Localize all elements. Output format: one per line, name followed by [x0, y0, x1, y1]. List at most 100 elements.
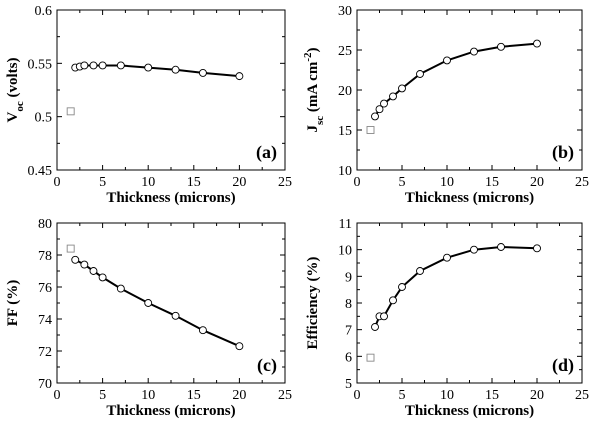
x-tick-label: 5: [399, 175, 406, 190]
series-line: [74, 258, 240, 348]
y-tick-label: 7: [345, 324, 352, 339]
y-tick-label: 74: [38, 313, 52, 328]
plot-frame: [56, 222, 286, 384]
chart-panel-c: 0 5 10 15 20 25 70 72 74 76 78 80 Thickness (microns…: [5, 217, 292, 419]
data-point: [389, 296, 397, 305]
data-point: [171, 311, 180, 320]
x-tick-label: 15: [485, 175, 499, 190]
x-axis-title: Thickness (microns): [106, 190, 235, 206]
data-point: [98, 61, 107, 70]
x-tick-label: 10: [440, 388, 454, 403]
data-point: [497, 243, 505, 251]
data-point: [144, 63, 153, 72]
x-tick-label: 10: [141, 388, 155, 403]
data-point: [144, 299, 153, 307]
data-point: [416, 267, 424, 275]
data-point: [533, 39, 541, 48]
y-axis-title: Efficiency (%): [305, 257, 321, 350]
data-point: [371, 323, 379, 331]
x-tick-label: 0: [354, 175, 361, 190]
panel-label: (d): [552, 355, 574, 376]
y-tick-label: 78: [38, 249, 52, 264]
x-tick-label: 20: [530, 388, 544, 403]
data-point: [71, 255, 80, 264]
data-point: [116, 61, 125, 70]
y-tick-label: 10: [338, 164, 352, 179]
data-point: [375, 105, 384, 114]
y-axis-title: Jsc (mA cm-2): [302, 48, 326, 133]
x-tick-label: 25: [278, 175, 292, 190]
x-tick-label: 25: [278, 388, 292, 403]
data-point: [389, 92, 397, 101]
y-tick-label: 11: [339, 217, 352, 232]
plot-frame: [356, 9, 583, 171]
x-tick-label: 15: [485, 388, 499, 403]
x-tick-label: 15: [187, 175, 201, 190]
y-axis-title: FF (%): [5, 280, 21, 327]
x-tick-label: 5: [99, 388, 106, 403]
x-tick-label: 10: [440, 175, 454, 190]
y-tick-label: 0.5: [35, 111, 53, 126]
panel-label: (a): [256, 142, 277, 163]
x-axis-title: Thickness (microns): [405, 403, 534, 419]
x-tick-label: 20: [232, 388, 246, 403]
series-line: [374, 42, 538, 117]
chart-panel-b: 0 5 10 15 20 25 10 15 20 25 30 Thickness (microns) J…: [302, 4, 589, 206]
x-axis-title: Thickness (microns): [405, 190, 534, 206]
data-point: [235, 342, 244, 351]
y-tick-label: 76: [38, 281, 52, 296]
data-point-square: [66, 244, 75, 253]
data-point: [171, 65, 180, 74]
x-tick-label: 20: [232, 175, 246, 190]
y-tick-label: 80: [38, 217, 52, 232]
data-point: [235, 72, 244, 81]
y-tick-label: 20: [338, 84, 352, 99]
y-tick-label: 30: [338, 4, 352, 19]
data-point-square: [66, 107, 75, 116]
data-point: [470, 47, 478, 56]
y-tick-label: 10: [338, 244, 352, 259]
data-point: [371, 112, 379, 121]
data-point: [80, 260, 89, 269]
data-point: [80, 61, 89, 70]
x-tick-label: 5: [99, 175, 106, 190]
data-point: [443, 253, 451, 262]
data-point: [470, 245, 478, 254]
data-point-square: [366, 126, 375, 134]
data-point-square: [366, 353, 375, 362]
data-point: [416, 70, 424, 78]
y-tick-label: 0.55: [28, 57, 53, 72]
y-tick-label: 6: [345, 350, 352, 365]
y-tick-label: 25: [338, 44, 352, 59]
x-tick-label: 0: [354, 388, 361, 403]
data-point: [116, 284, 125, 293]
data-point: [198, 326, 207, 335]
x-tick-label: 25: [575, 175, 589, 190]
x-tick-label: 0: [54, 175, 61, 190]
data-point: [380, 312, 388, 321]
x-tick-label: 20: [530, 175, 544, 190]
y-tick-label: 70: [38, 377, 52, 392]
y-tick-label: 0.45: [28, 164, 53, 179]
x-tick-label: 25: [575, 388, 589, 403]
y-axis-title: Voc (volts): [5, 58, 26, 123]
data-point: [198, 68, 207, 77]
data-point: [398, 84, 406, 93]
data-point: [497, 42, 505, 51]
data-point: [443, 56, 451, 65]
x-tick-label: 10: [141, 175, 155, 190]
y-tick-label: 0.6: [35, 4, 53, 19]
panel-label: (c): [257, 355, 277, 376]
data-point: [89, 61, 98, 70]
data-point: [380, 99, 388, 108]
chart-panel-a: 0 5 10 15 20 25 0.45 0.5 0.55 0.6 Thickness (micro…: [5, 4, 292, 206]
y-tick-label: 15: [338, 124, 352, 139]
y-tick-label: 5: [345, 377, 352, 392]
data-point: [98, 273, 107, 282]
y-tick-label: 72: [38, 345, 52, 360]
panel-label: (b): [552, 142, 574, 163]
y-tick-label: 9: [345, 270, 352, 285]
data-point: [89, 267, 98, 275]
